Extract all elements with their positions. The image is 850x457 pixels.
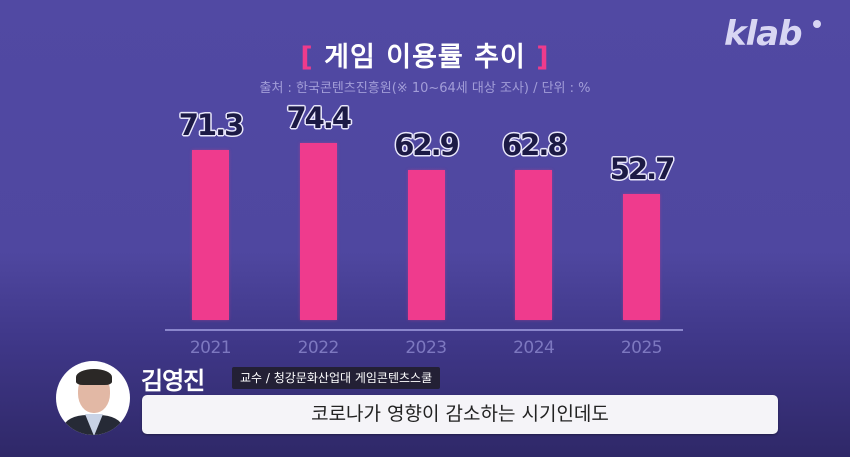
bar-2023 xyxy=(407,170,445,320)
bar-2021 xyxy=(192,150,229,320)
bar-2024 xyxy=(515,170,553,320)
bar-2025 xyxy=(623,194,660,320)
speaker-avatar xyxy=(56,361,130,435)
value-label-2021: 71.3 xyxy=(178,108,245,142)
x-tick-label-2023: 2023 xyxy=(405,338,447,358)
value-label-2023: 62.9 xyxy=(394,128,460,163)
logo-dot-icon xyxy=(813,20,821,28)
speaker-role: 교수 / 청강문화산업대 게임콘텐츠스쿨 xyxy=(232,367,441,389)
value-label-2022: 74.4 xyxy=(286,100,352,135)
x-tick-label-2024: 2024 xyxy=(513,338,555,358)
x-axis-line xyxy=(165,329,683,331)
x-tick-label-2022: 2022 xyxy=(297,338,340,358)
logo-text: klab xyxy=(724,14,803,54)
speaker-name: 김영진 xyxy=(141,367,205,395)
bar-chart: 71.3 2021 74.4 2022 62.9 2023 62.8 2024 52.7 2025 xyxy=(165,100,683,358)
subtitle-caption: 코로나가 영향이 감소하는 시기인데도 xyxy=(142,395,778,434)
title-open-bracket: [ xyxy=(300,42,314,73)
chart-title: [ 게임 이용률 추이 ] xyxy=(0,35,850,74)
value-label-2024: 62.8 xyxy=(501,128,568,163)
title-close-bracket: ] xyxy=(536,42,550,73)
chart-subtitle: 출처 : 한국콘텐츠진흥원(※ 10~64세 대상 조사) / 단위 : % xyxy=(259,81,591,96)
x-tick-label-2025: 2025 xyxy=(620,338,663,358)
x-tick-label-2021: 2021 xyxy=(189,338,232,358)
avatar-hair xyxy=(76,369,112,385)
title-text: 게임 이용률 추이 xyxy=(324,42,526,73)
bar-2022 xyxy=(299,142,337,320)
value-label-2025: 52.7 xyxy=(609,152,676,187)
